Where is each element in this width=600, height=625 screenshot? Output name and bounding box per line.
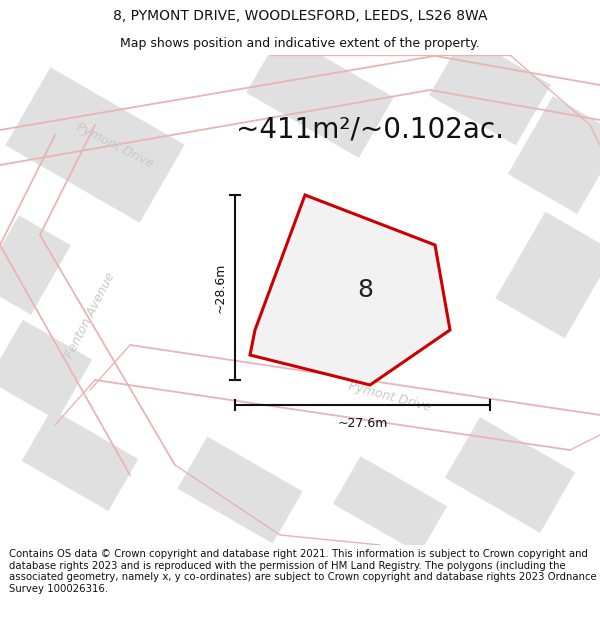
Polygon shape	[429, 35, 551, 145]
Polygon shape	[496, 212, 600, 338]
Polygon shape	[250, 195, 450, 385]
Text: Pymont Drive: Pymont Drive	[74, 120, 156, 170]
Text: Contains OS data © Crown copyright and database right 2021. This information is : Contains OS data © Crown copyright and d…	[9, 549, 596, 594]
Text: ~411m²/~0.102ac.: ~411m²/~0.102ac.	[236, 116, 504, 144]
Polygon shape	[5, 68, 185, 222]
Text: ~28.6m: ~28.6m	[214, 262, 227, 312]
Text: ~27.6m: ~27.6m	[337, 417, 388, 430]
Polygon shape	[246, 32, 394, 158]
Text: Map shows position and indicative extent of the property.: Map shows position and indicative extent…	[120, 38, 480, 51]
Text: 8: 8	[357, 278, 373, 302]
Polygon shape	[508, 96, 600, 214]
Text: Fenton Avenue: Fenton Avenue	[63, 270, 117, 360]
Text: 8, PYMONT DRIVE, WOODLESFORD, LEEDS, LS26 8WA: 8, PYMONT DRIVE, WOODLESFORD, LEEDS, LS2…	[113, 9, 487, 24]
Polygon shape	[22, 409, 139, 511]
Polygon shape	[0, 216, 71, 314]
Text: Pymont Drive: Pymont Drive	[347, 380, 433, 414]
Polygon shape	[0, 320, 92, 420]
Polygon shape	[178, 436, 302, 544]
Polygon shape	[445, 418, 575, 532]
Polygon shape	[333, 456, 447, 554]
